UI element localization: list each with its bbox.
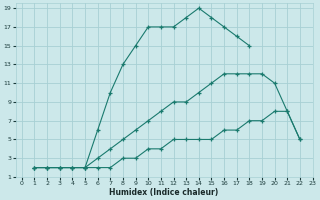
X-axis label: Humidex (Indice chaleur): Humidex (Indice chaleur) [109,188,219,197]
